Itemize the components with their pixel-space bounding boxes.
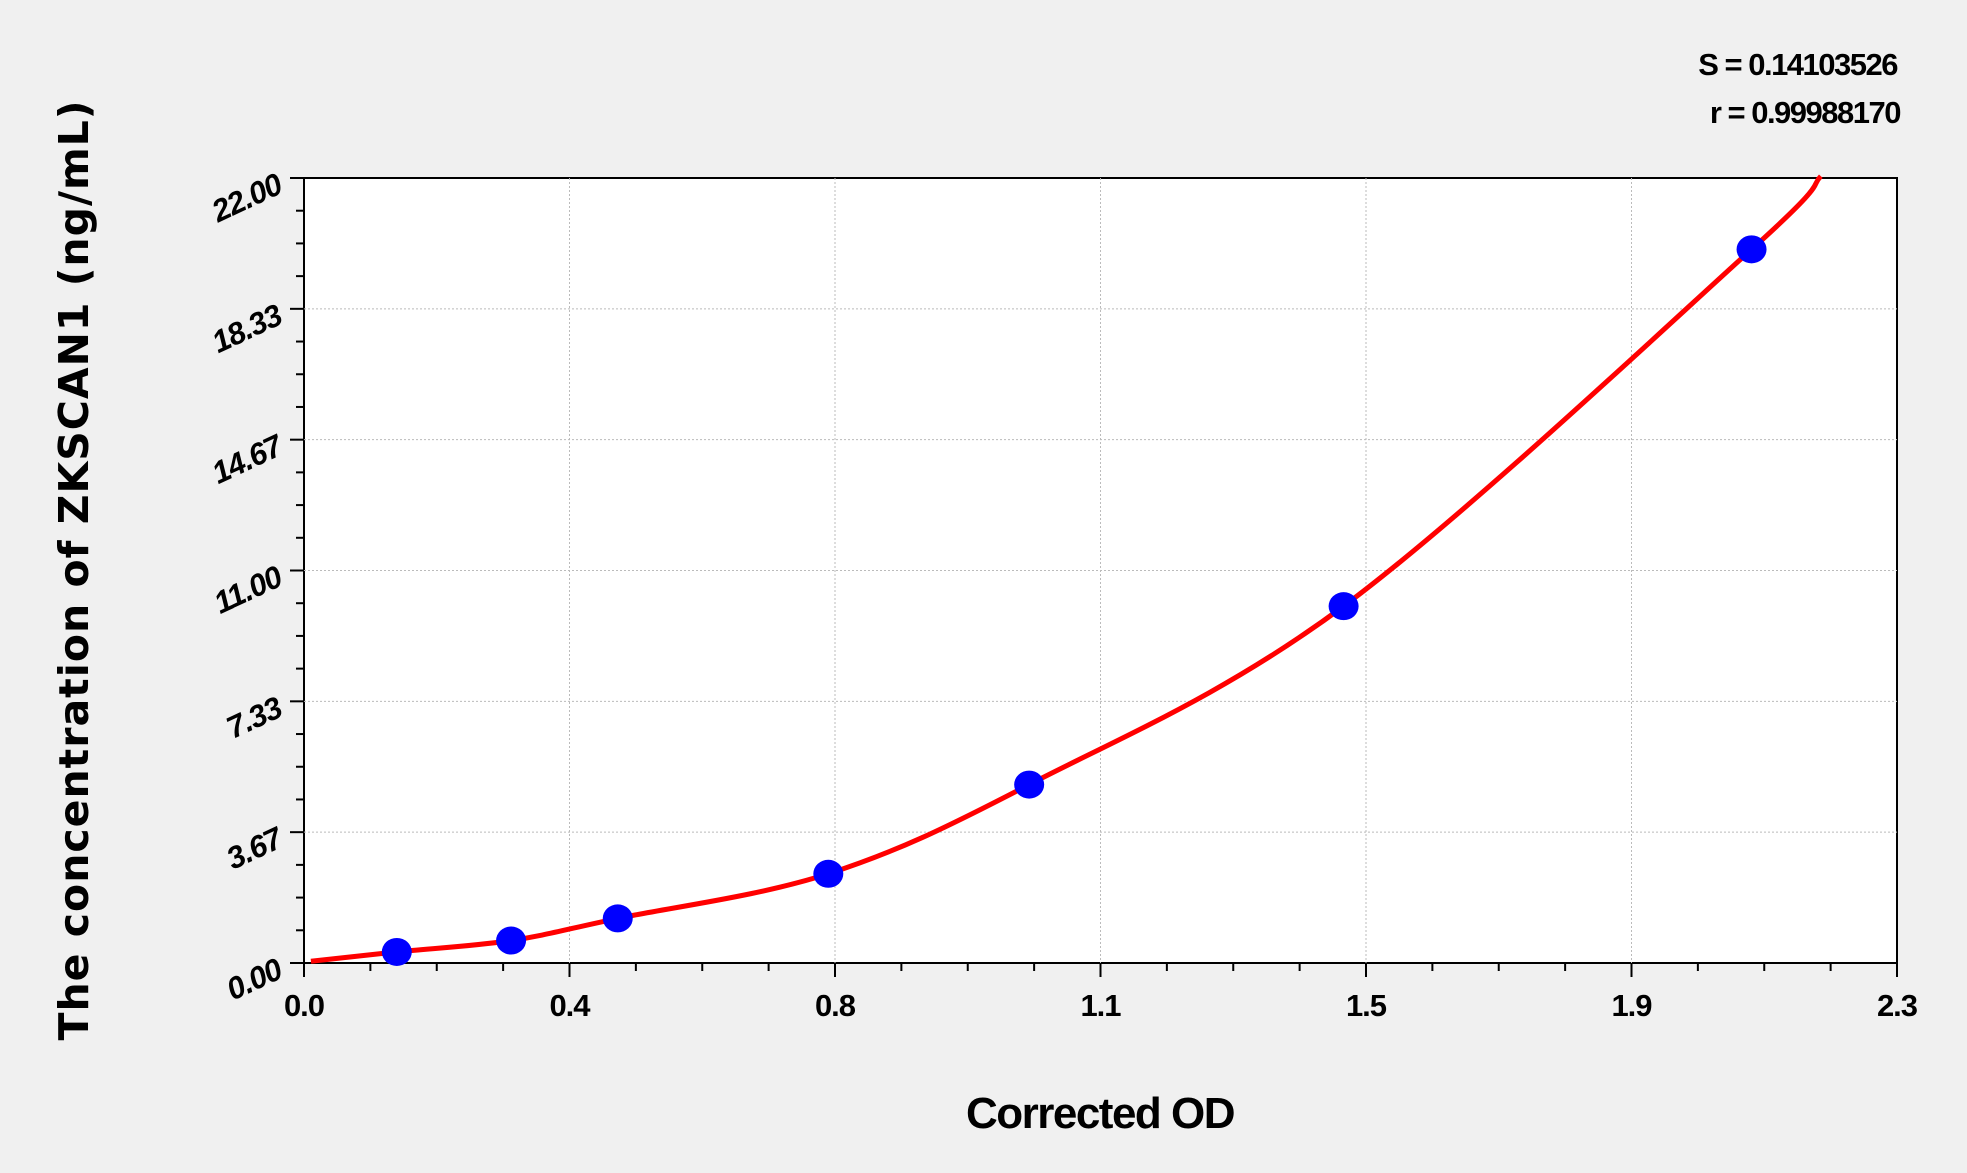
y-tick-label: 18.33 [206, 297, 287, 360]
data-point [1328, 592, 1359, 621]
y-tick-label: 3.67 [221, 820, 289, 877]
x-tick-label: 1.1 [1080, 988, 1121, 1023]
y-tick-label: 11.00 [208, 559, 287, 621]
data-point [1014, 770, 1045, 799]
data-point [381, 937, 412, 966]
fit-curve [310, 174, 1823, 964]
data-point [496, 926, 527, 955]
annotation-r: r = 0.99988170 [1710, 95, 1900, 130]
y-axis-title: The concentration of ZKSCAN1 (ng/mL) [50, 99, 98, 1040]
y-tick-label: 7.33 [221, 690, 288, 746]
x-tick-label: 1.9 [1611, 988, 1652, 1023]
x-tick-label: 0.4 [549, 988, 591, 1023]
x-axis-title: Corrected OD [966, 1089, 1234, 1138]
annotation-s: S = 0.14103526 [1698, 47, 1898, 82]
y-tick-label: 22.00 [205, 166, 287, 229]
y-tick-label: 0.00 [221, 951, 288, 1007]
data-point [1736, 235, 1767, 264]
y-tick-label: 14.67 [206, 427, 289, 491]
x-tick-label: 0.8 [815, 988, 856, 1023]
x-tick-label: 0.0 [284, 988, 324, 1023]
data-point [813, 859, 844, 888]
data-point [602, 904, 633, 933]
x-tick-label: 2.3 [1877, 988, 1918, 1023]
x-tick-label: 1.5 [1346, 988, 1387, 1023]
